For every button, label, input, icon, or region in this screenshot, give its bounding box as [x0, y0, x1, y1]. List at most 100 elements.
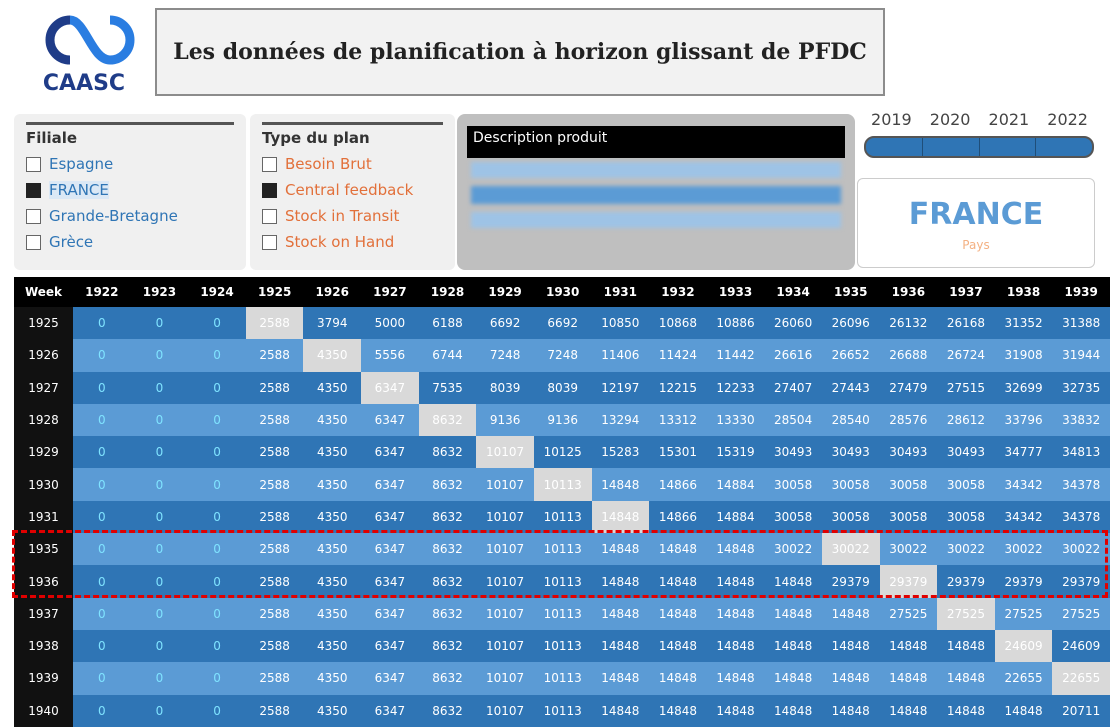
- value-cell: 10113: [533, 500, 592, 534]
- value-cell: 6744: [418, 339, 477, 372]
- value-cell: 30058: [764, 500, 822, 534]
- week-cell: 1931: [14, 500, 74, 534]
- value-cell: 0: [73, 694, 131, 727]
- value-cell: 4350: [303, 565, 362, 598]
- slicer-item[interactable]: Grèce: [26, 229, 234, 255]
- value-cell: 22655: [1052, 662, 1110, 695]
- column-header: 1922: [73, 277, 131, 307]
- year-slider[interactable]: [864, 136, 1094, 158]
- checkbox[interactable]: [26, 156, 41, 172]
- value-cell: 30058: [879, 468, 938, 501]
- value-cell: 14848: [821, 662, 880, 695]
- item-label: Stock in Transit: [285, 207, 400, 225]
- value-cell: 4350: [303, 339, 362, 372]
- value-cell: 0: [188, 339, 246, 372]
- data-row: 1926 0 0 0 2588 4350 5556 6744 7248 7248 11406 1142…: [14, 339, 1110, 372]
- value-cell: 2588: [245, 339, 304, 372]
- week-cell: 1937: [14, 597, 74, 630]
- value-cell: 2588: [245, 597, 304, 630]
- week-cell: 1930: [14, 468, 74, 501]
- value-cell: 4350: [303, 500, 362, 534]
- checkbox[interactable]: [26, 234, 41, 250]
- value-cell: 6347: [361, 500, 419, 534]
- value-cell: 12215: [649, 371, 707, 404]
- value-cell: 14848: [706, 662, 765, 695]
- filiale-slicer: Filiale Espagne FRANCE Grande-Bretagne Grèc…: [14, 114, 246, 270]
- year-label: 2022: [1047, 110, 1088, 129]
- description-header: Description produit: [467, 126, 845, 158]
- value-cell: 14848: [591, 629, 650, 663]
- year-labels: 2019 2020 2021 2022: [862, 110, 1097, 129]
- value-cell: 30493: [764, 436, 822, 469]
- data-row: 1939 0 0 0 2588 4350 6347 8632 10107 10113 14848 14…: [14, 662, 1110, 695]
- value-cell: 8632: [418, 403, 477, 437]
- checkbox[interactable]: [262, 234, 277, 250]
- value-cell: 6347: [361, 694, 419, 727]
- slicer-item[interactable]: Grande-Bretagne: [26, 203, 234, 229]
- value-cell: 4350: [303, 403, 362, 437]
- value-cell: 34342: [994, 468, 1053, 501]
- slicer-item[interactable]: Besoin Brut: [262, 151, 443, 177]
- value-cell: 6347: [361, 597, 419, 630]
- value-cell: 13312: [649, 403, 707, 437]
- checkbox[interactable]: [26, 182, 41, 198]
- year-segment[interactable]: [921, 138, 979, 156]
- value-cell: 4350: [303, 468, 362, 501]
- value-cell: 14848: [649, 662, 707, 695]
- value-cell: 29379: [821, 565, 880, 598]
- value-cell: 4350: [303, 662, 362, 695]
- item-label: Grande-Bretagne: [49, 207, 178, 225]
- value-cell: 30058: [821, 468, 880, 501]
- year-segment[interactable]: [1035, 138, 1092, 156]
- value-cell: 8632: [418, 629, 477, 663]
- column-header: 1926: [303, 277, 362, 307]
- slicer-item[interactable]: Stock on Hand: [262, 229, 443, 255]
- checkbox[interactable]: [262, 182, 277, 198]
- value-cell: 12197: [591, 371, 650, 404]
- value-cell: 30493: [821, 436, 880, 469]
- value-cell: 30022: [994, 533, 1053, 566]
- data-row: 1938 0 0 0 2588 4350 6347 8632 10107 10113 14848 14…: [14, 629, 1110, 663]
- value-cell: 0: [73, 371, 131, 404]
- slicer-title: Filiale: [26, 122, 234, 147]
- blurred-item: [471, 162, 841, 178]
- value-cell: 14884: [706, 468, 765, 501]
- value-cell: 0: [188, 500, 246, 534]
- value-cell: 14848: [706, 629, 765, 663]
- value-cell: 30058: [937, 500, 995, 534]
- value-cell: 10107: [476, 533, 534, 566]
- value-cell: 14848: [706, 565, 765, 598]
- value-cell: 8632: [418, 694, 477, 727]
- slicer-item[interactable]: Central feedback: [262, 177, 443, 203]
- slicer-item[interactable]: Stock in Transit: [262, 203, 443, 229]
- value-cell: 2588: [245, 436, 304, 469]
- value-cell: 0: [188, 307, 246, 340]
- data-row: 1925 0 0 0 2588 3794 5000 6188 6692 6692 10850 1086…: [14, 307, 1110, 340]
- value-cell: 14848: [764, 565, 822, 598]
- slicer-item[interactable]: FRANCE: [26, 177, 234, 203]
- checkbox[interactable]: [262, 156, 277, 172]
- column-header: 1928: [418, 277, 477, 307]
- value-cell: 14848: [764, 597, 822, 630]
- slicer-item[interactable]: Espagne: [26, 151, 234, 177]
- data-row: 1940 0 0 0 2588 4350 6347 8632 10107 10113 14848 14…: [14, 694, 1110, 727]
- year-segment[interactable]: [866, 138, 922, 156]
- value-cell: 2588: [245, 533, 304, 566]
- year-segment[interactable]: [978, 138, 1036, 156]
- checkbox[interactable]: [26, 208, 41, 224]
- title: Les données de planification à horizon g…: [155, 8, 885, 96]
- week-cell: 1925: [14, 307, 74, 340]
- value-cell: 26688: [879, 339, 938, 372]
- data-row: 1930 0 0 0 2588 4350 6347 8632 10107 10113 14848 14…: [14, 468, 1110, 501]
- value-cell: 34777: [994, 436, 1053, 469]
- value-cell: 15301: [649, 436, 707, 469]
- checkbox[interactable]: [262, 208, 277, 224]
- value-cell: 30022: [821, 533, 880, 566]
- value-cell: 3794: [303, 307, 362, 340]
- value-cell: 14848: [937, 629, 995, 663]
- value-cell: 33832: [1052, 403, 1110, 437]
- value-cell: 10113: [533, 629, 592, 663]
- value-cell: 10113: [533, 565, 592, 598]
- value-cell: 14866: [649, 500, 707, 534]
- column-header: 1932: [649, 277, 707, 307]
